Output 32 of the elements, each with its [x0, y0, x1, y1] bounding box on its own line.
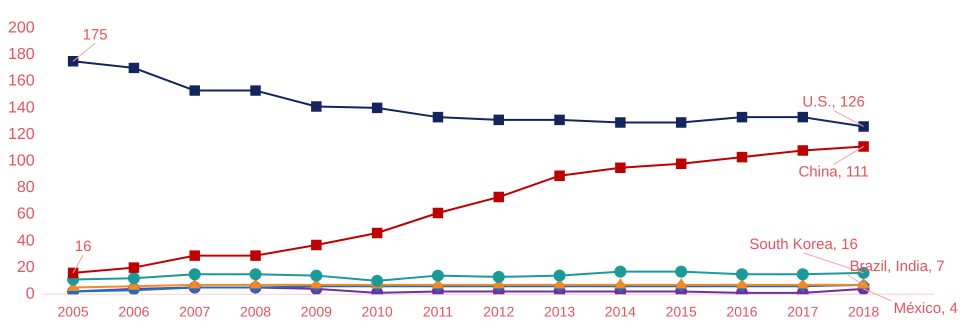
y-tick-label: 60 [16, 206, 35, 223]
annotation: México, 4 [894, 300, 958, 318]
annotation: U.S., 126 [802, 94, 865, 111]
x-tick-label: 2011 [422, 303, 454, 320]
y-tick-label: 120 [8, 126, 35, 143]
y-tick-label: 180 [8, 46, 35, 64]
annotation: Brazil, India, 7 [850, 258, 945, 276]
x-tick-label: 2012 [483, 303, 515, 320]
x-tick-label: 2009 [300, 303, 332, 320]
x-tick-label: 2005 [58, 303, 89, 320]
y-tick-label: 20 [16, 258, 35, 276]
y-tick-label: 160 [8, 72, 35, 90]
x-tick-label: 2008 [240, 303, 272, 320]
y-tick-label: 0 [26, 286, 35, 303]
annotation: South Korea, 16 [749, 236, 858, 254]
annotation: 175 [82, 26, 108, 44]
x-tick-label: 2007 [179, 303, 210, 320]
x-tick-label: 2014 [604, 303, 636, 320]
annotation: China, 111 [798, 164, 869, 181]
y-tick-label: 200 [8, 19, 35, 36]
y-tick-label: 40 [16, 232, 35, 250]
x-tick-label: 2016 [726, 303, 758, 320]
x-tick-label: 2017 [787, 303, 819, 320]
x-tick-label: 2013 [544, 303, 576, 320]
x-tick-label: 2015 [666, 303, 697, 320]
x-tick-label: 2018 [848, 303, 880, 320]
y-tick-label: 140 [8, 99, 35, 116]
x-tick-label: 2010 [362, 303, 393, 320]
x-tick-label: 2006 [118, 303, 150, 320]
annotation: 16 [74, 238, 92, 256]
y-tick-label: 100 [8, 152, 35, 170]
y-tick-label: 80 [16, 179, 35, 196]
